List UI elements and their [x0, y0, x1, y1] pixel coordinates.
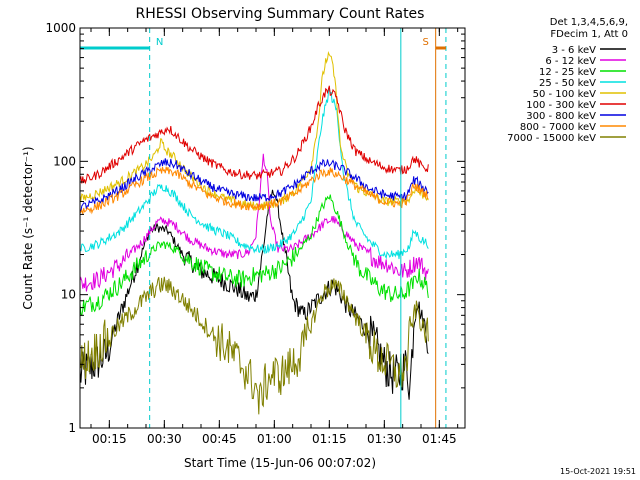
legend-label-800-7000-kev: 800 - 7000 keV — [520, 122, 596, 133]
y-tick-label-10: 10 — [61, 288, 76, 302]
annotation-label-n: N — [156, 37, 163, 48]
legend-header-line-2: FDecim 1, Att 0 — [550, 29, 628, 40]
annotation-label-s: S — [422, 37, 428, 48]
series-line-7000-15000-kev — [79, 276, 429, 415]
series-line-300-800-kev — [79, 158, 429, 212]
legend-header-line-1: Det 1,3,4,5,6,9, — [550, 17, 628, 28]
x-tick-label-00:15: 00:15 — [92, 432, 127, 446]
footer-timestamp: 15-Oct-2021 19:51 — [560, 467, 636, 476]
plot-area: N S 1 10 100 1000 00:15 00:30 00:45 01:00 01:15 01:… — [45, 21, 466, 446]
series-line-3-6-kev — [79, 189, 429, 400]
plot-frame — [79, 27, 466, 429]
legend-label-6-12-kev: 6 - 12 keV — [545, 56, 596, 67]
series-line-100-300-kev — [79, 85, 429, 185]
series-line-12-25-kev — [79, 194, 429, 317]
series-line-6-12-kev — [79, 153, 429, 292]
y-tick-label-1: 1 — [68, 421, 76, 435]
legend-label-300-800-kev: 300 - 800 keV — [526, 111, 596, 122]
x-axis-label: Start Time (15-Jun-06 00:07:02) — [184, 456, 376, 470]
legend-label-100-300-kev: 100 - 300 keV — [526, 100, 596, 111]
x-tick-label-01:15: 01:15 — [312, 432, 347, 446]
x-tick-label-00:30: 00:30 — [147, 432, 182, 446]
y-tick-label-1000: 1000 — [45, 21, 76, 35]
x-tick-label-00:45: 00:45 — [202, 432, 237, 446]
series-line-25-50-kev — [79, 87, 429, 260]
legend-label-3-6-kev: 3 - 6 keV — [552, 45, 596, 56]
legend-label-12-25-kev: 12 - 25 keV — [539, 67, 596, 78]
legend-label-50-100-kev: 50 - 100 keV — [533, 89, 597, 100]
legend-label-7000-15000-kev: 7000 - 15000 keV — [507, 133, 596, 144]
x-tick-label-01:30: 01:30 — [367, 432, 402, 446]
chart-title: RHESSI Observing Summary Count Rates — [136, 6, 425, 22]
x-tick-label-01:45: 01:45 — [422, 432, 457, 446]
x-tick-label-01:00: 01:00 — [257, 432, 292, 446]
y-tick-label-100: 100 — [53, 154, 76, 168]
legend-label-25-50-kev: 25 - 50 keV — [539, 78, 596, 89]
series-line-800-7000-kev — [79, 166, 429, 215]
y-axis-label: Count Rate (s⁻¹ detector⁻¹) — [21, 146, 35, 309]
